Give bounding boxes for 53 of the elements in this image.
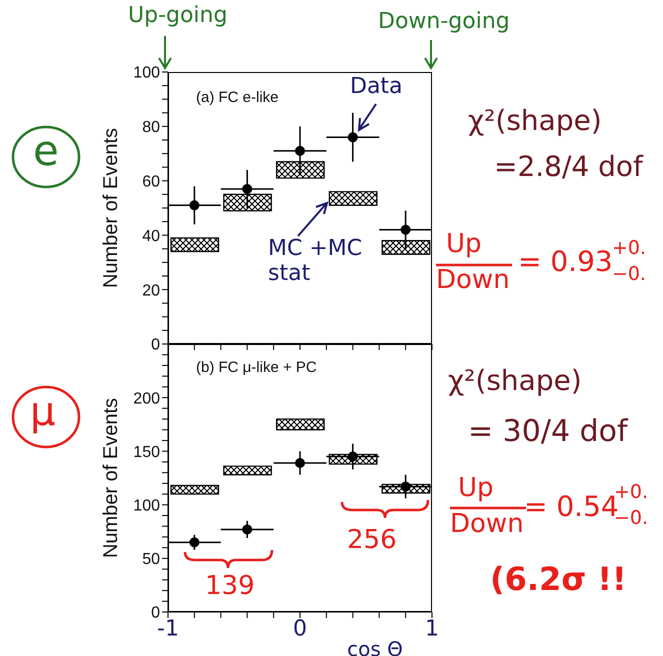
- text: = 0.93: [518, 245, 613, 278]
- text: +0.: [614, 481, 648, 503]
- y-tick-label: 100: [133, 497, 160, 514]
- y-tick-label: 40: [142, 228, 160, 245]
- text: +0.: [612, 237, 646, 259]
- x-tick-label: 0: [293, 616, 307, 642]
- text: = 30/4 dof: [468, 414, 628, 449]
- point: [242, 184, 252, 194]
- text: χ²(shape): [448, 364, 582, 397]
- x-axis-title: cos Θ: [347, 637, 403, 656]
- point: [348, 132, 358, 142]
- y-tick-label: 50: [142, 551, 160, 568]
- text: Up: [446, 229, 482, 259]
- annotation: (b) FC μ-like + PC: [196, 359, 317, 376]
- annotation: 139: [205, 571, 255, 601]
- y-tick-label: 20: [142, 282, 160, 300]
- text: μ: [30, 389, 56, 435]
- text: χ²(shape): [468, 104, 602, 137]
- y-axis-title: Number of Events: [100, 398, 122, 558]
- text: Up-going: [128, 3, 228, 28]
- y-tick-label: 80: [142, 119, 160, 136]
- point: [400, 224, 411, 235]
- point: [348, 452, 358, 462]
- y-tick-label: 60: [142, 173, 160, 190]
- text: (6.2σ !!: [490, 560, 627, 598]
- y-axis-title: Number of Events: [100, 128, 122, 288]
- point: [295, 146, 305, 156]
- y-tick-label: 200: [133, 390, 160, 408]
- series-label: Data: [350, 74, 404, 100]
- x-tick-label: 1: [425, 616, 439, 642]
- text: Down: [450, 509, 524, 539]
- bar: [328, 191, 378, 206]
- point: [242, 524, 252, 534]
- text: e: [33, 126, 59, 175]
- text: =2.8/4 dof: [494, 150, 643, 183]
- y-tick-label: 150: [133, 444, 160, 461]
- annotation: 256: [347, 525, 397, 555]
- point: [189, 200, 200, 210]
- text: Down-going: [378, 9, 510, 34]
- bar: [276, 418, 325, 430]
- text: Up: [458, 473, 494, 503]
- point: [189, 537, 200, 548]
- bar: [170, 237, 220, 252]
- y-tick-label: 0: [151, 336, 160, 354]
- text: −0.: [612, 263, 646, 285]
- y-tick-label: 100: [133, 64, 160, 82]
- bar: [223, 466, 272, 476]
- annotation: (a) FC e-like: [196, 89, 279, 106]
- text: Down: [436, 265, 510, 295]
- point: [400, 482, 411, 492]
- series-label: MC +MC stat: [268, 236, 364, 287]
- point: [295, 458, 305, 468]
- bar: [170, 484, 220, 495]
